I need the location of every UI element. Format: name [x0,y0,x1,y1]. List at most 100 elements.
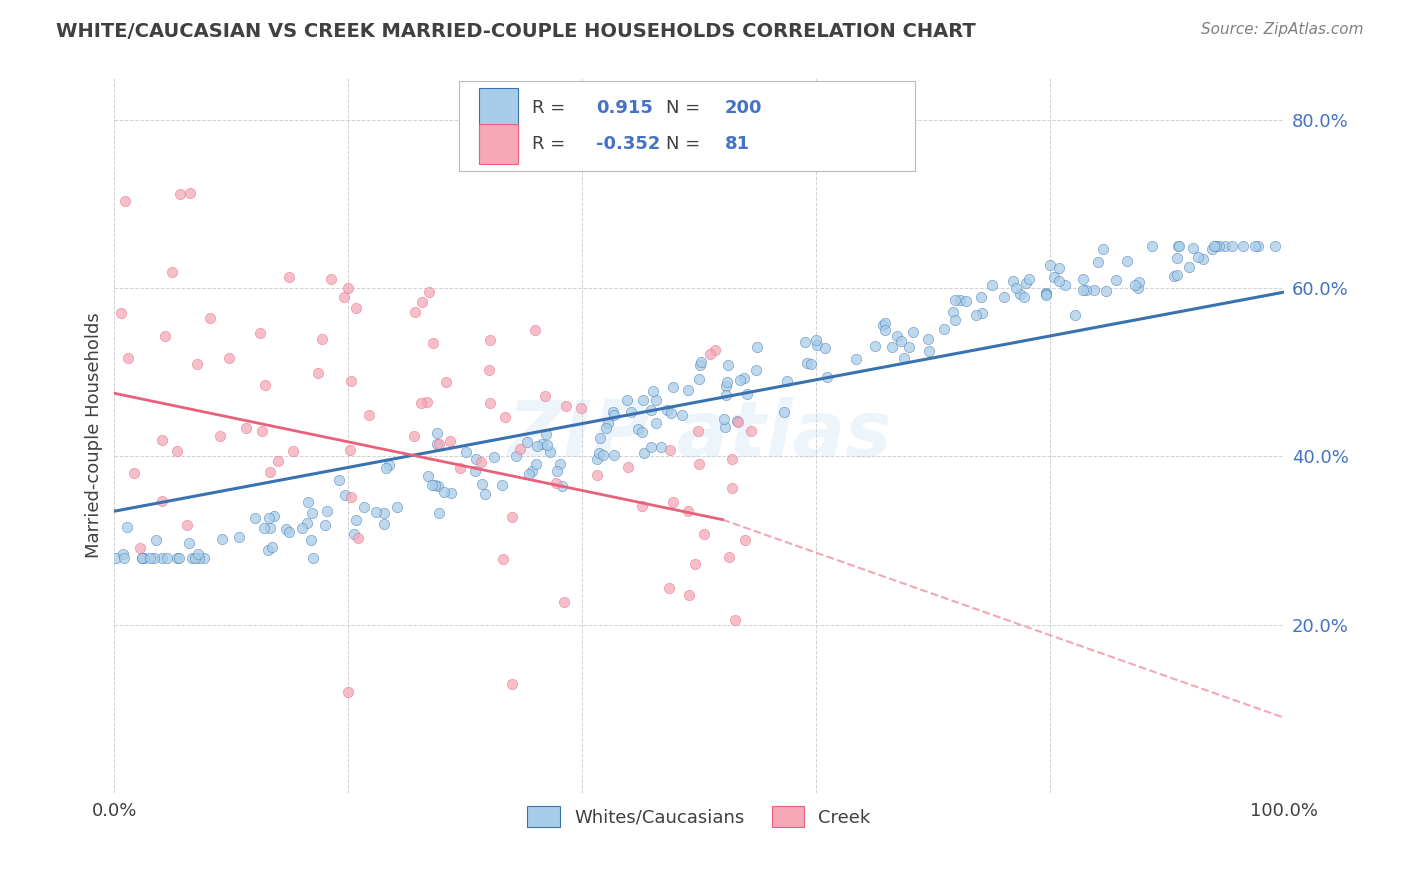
Point [218,351,240,365]
Point [470,476,492,491]
Point [385,500,408,514]
Point [1168,239,1191,253]
Point [311,332,333,346]
Point [337,281,360,295]
Point [1035,287,1057,301]
Point [980,278,1002,293]
Point [256,542,278,557]
Point [863,339,886,353]
Text: N =: N = [666,99,700,117]
Point [259,465,281,479]
Point [366,505,388,519]
Point [150,494,173,508]
Point [1247,239,1270,253]
Point [491,477,513,491]
Point [297,495,319,509]
Point [1116,254,1139,268]
Point [418,469,440,483]
Point [250,425,273,439]
Point [314,517,336,532]
Point [901,325,924,339]
Point [501,510,523,524]
Point [347,531,370,545]
Point [918,344,941,359]
Point [482,450,505,465]
Point [375,460,398,475]
Text: Source: ZipAtlas.com: Source: ZipAtlas.com [1201,22,1364,37]
Point [627,422,650,436]
Point [544,476,567,491]
Point [661,380,683,394]
Point [150,433,173,447]
Point [339,442,361,457]
Point [1010,286,1032,301]
Point [411,295,433,310]
Point [295,516,318,531]
Point [427,437,450,451]
Point [942,305,965,319]
Point [1187,250,1209,264]
Point [422,335,444,350]
Point [970,306,993,320]
Point [718,550,741,565]
Point [1220,239,1243,253]
Point [1163,268,1185,283]
Point [260,540,283,554]
Point [714,420,737,434]
Point [1205,239,1227,253]
Point [420,478,443,492]
Point [128,541,150,555]
Text: R =: R = [531,99,565,117]
Point [641,384,664,398]
Point [491,552,513,566]
Point [728,373,751,387]
Point [177,536,200,550]
Point [617,460,640,475]
Point [747,341,769,355]
Point [344,513,367,527]
Point [114,194,136,209]
Point [893,351,915,365]
Point [1213,239,1236,253]
Point [658,581,681,595]
Point [479,395,502,409]
Point [440,486,463,500]
Text: 0.915: 0.915 [596,99,652,117]
Point [328,473,350,487]
Point [259,521,281,535]
Point [603,448,626,462]
Point [235,420,257,434]
Point [592,449,614,463]
Point [533,389,555,403]
Point [432,484,454,499]
Point [427,506,450,520]
Point [1087,254,1109,268]
Point [156,550,179,565]
Point [291,521,314,535]
Point [873,317,896,331]
Point [211,532,233,546]
Point [890,334,912,349]
Point [815,369,838,384]
Legend: Whites/Caucasians, Creek: Whites/Caucasians, Creek [520,799,877,834]
Point [501,677,523,691]
FancyBboxPatch shape [460,81,915,170]
Point [340,374,363,388]
Point [688,372,710,386]
Point [470,455,492,469]
Point [131,550,153,565]
Point [733,371,755,385]
Point [716,376,738,390]
Point [659,406,682,420]
Text: 81: 81 [724,135,749,153]
Point [281,443,304,458]
Point [340,490,363,504]
Point [245,511,267,525]
Point [538,445,561,459]
Point [640,440,662,454]
Point [553,595,575,609]
Point [160,265,183,279]
Point [686,424,709,438]
Point [1002,274,1025,288]
Point [943,313,966,327]
